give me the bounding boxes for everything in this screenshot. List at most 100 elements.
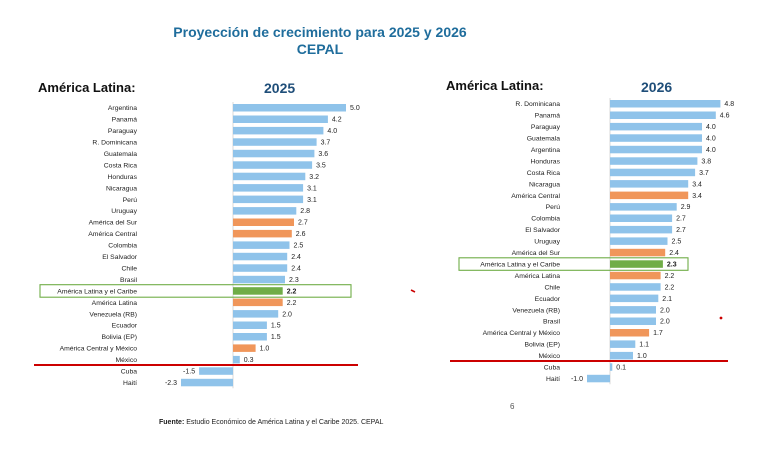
category-label-2025-guatemala: Guatemala <box>104 151 137 158</box>
category-label-2025-honduras: Honduras <box>108 174 138 181</box>
value-label-2026-haiti: -1.0 <box>571 376 583 383</box>
category-label-2025-chile: Chile <box>122 265 138 272</box>
category-label-2025-bolivia-ep: Bolivia (EP) <box>101 334 137 341</box>
value-label-2026-argentina: 4.0 <box>706 147 716 154</box>
value-label-2025-argentina: 5.0 <box>350 105 360 112</box>
source-note: Fuente: Estudio Económico de América Lat… <box>159 419 383 426</box>
category-label-2026-colombia: Colombia <box>531 216 560 223</box>
bar-2025-uruguay <box>233 207 297 215</box>
value-label-2025-haiti: -2.3 <box>165 380 177 387</box>
year-title-2026: 2026 <box>641 79 673 95</box>
value-label-2025-bolivia-ep: 1.5 <box>271 334 281 341</box>
bar-2026-el-salvador <box>610 225 673 234</box>
value-label-2026-peru: 2.9 <box>681 204 691 211</box>
value-label-2026-costa-rica: 3.7 <box>699 170 709 177</box>
bar-2025-america-latina <box>233 298 283 307</box>
category-label-2026-brasil: Brasil <box>543 319 560 326</box>
bar-2025-costa-rica <box>233 161 313 169</box>
value-label-2025-colombia: 2.5 <box>294 243 304 250</box>
value-label-2025-venezuela-rb: 2.0 <box>282 311 292 318</box>
bar-2026-america-central <box>610 191 689 200</box>
value-label-2025-r-dominicana: 3.7 <box>321 140 331 147</box>
bar-2025-bolivia-ep <box>233 333 267 341</box>
category-label-2025-brasil: Brasil <box>120 277 137 284</box>
category-label-2026-america-central: América Central <box>511 193 560 200</box>
bar-2025-guatemala <box>233 149 315 158</box>
value-label-2025-peru: 3.1 <box>307 197 317 204</box>
chart-subtitle: CEPAL <box>296 41 344 57</box>
value-label-2025-cuba: -1.5 <box>183 369 195 376</box>
bar-2026-peru <box>610 203 677 211</box>
category-label-2026-chile: Chile <box>545 284 561 291</box>
panel-label-2025: América Latina: <box>38 80 136 95</box>
category-label-2026-ecuador: Ecuador <box>535 296 561 303</box>
bar-2025-peru <box>233 195 304 204</box>
value-label-2026-honduras: 3.8 <box>701 158 711 165</box>
category-label-2025-costa-rica: Costa Rica <box>104 162 137 169</box>
annotation-mark-right <box>719 316 723 320</box>
bar-2026-america-latina-y-el-caribe <box>610 260 663 268</box>
value-label-2026-colombia: 2.7 <box>676 216 686 223</box>
bar-2025-ecuador <box>233 321 267 329</box>
value-label-2025-america-del-sur: 2.7 <box>298 220 308 227</box>
value-label-2025-ecuador: 1.5 <box>271 323 281 330</box>
category-label-2025-cuba: Cuba <box>121 369 137 376</box>
bar-2026-r-dominicana <box>610 100 721 108</box>
bar-2026-ecuador <box>610 294 659 303</box>
bar-2025-honduras <box>233 172 306 181</box>
bar-2025-america-central <box>233 229 292 238</box>
value-label-2026-paraguay: 4.0 <box>706 124 716 131</box>
category-label-2025-ecuador: Ecuador <box>112 323 138 330</box>
value-label-2025-costa-rica: 3.5 <box>316 162 326 169</box>
category-label-2025-america-latina: América Latina <box>92 300 138 307</box>
source-label: Fuente: <box>159 419 185 426</box>
value-label-2025-america-latina-y-el-caribe: 2.2 <box>287 288 297 295</box>
value-label-2025-panama: 4.2 <box>332 117 342 124</box>
highlight-box-2026 <box>458 257 689 271</box>
bar-2026-america-latina <box>610 271 661 280</box>
value-label-2026-mexico: 1.0 <box>637 353 647 360</box>
value-label-2025-america-central-y-mexico: 1.0 <box>260 346 270 353</box>
bar-2026-honduras <box>610 157 698 165</box>
value-label-2025-nicaragua: 3.1 <box>307 185 317 192</box>
bar-2026-america-central-y-mexico <box>610 329 650 337</box>
year-title-2025: 2025 <box>264 80 296 96</box>
category-label-2026-america-latina: América Latina <box>515 273 561 280</box>
category-label-2025-nicaragua: Nicaragua <box>106 185 137 192</box>
category-label-2026-guatemala: Guatemala <box>527 136 560 143</box>
bar-2026-america-del-sur <box>610 248 666 257</box>
category-label-2025-peru: Perú <box>123 197 138 204</box>
bar-2026-costa-rica <box>610 168 696 177</box>
value-label-2026-america-latina: 2.2 <box>665 273 675 280</box>
category-label-2026-costa-rica: Costa Rica <box>527 170 560 177</box>
value-label-2026-r-dominicana: 4.8 <box>724 101 734 108</box>
bar-2025-panama <box>233 115 328 123</box>
value-label-2025-mexico: 0.3 <box>244 357 254 364</box>
bar-2025-venezuela-rb <box>233 310 279 318</box>
bar-2025-nicaragua <box>233 184 304 192</box>
value-label-2025-uruguay: 2.8 <box>300 208 310 215</box>
category-label-2026-venezuela-rb: Venezuela (RB) <box>512 307 560 314</box>
bar-2025-paraguay <box>233 126 324 135</box>
category-label-2026-cuba: Cuba <box>544 365 560 372</box>
value-label-2026-venezuela-rb: 2.0 <box>660 307 670 314</box>
bar-2025-cuba <box>199 367 233 375</box>
category-label-2026-honduras: Honduras <box>531 158 561 165</box>
value-label-2026-ecuador: 2.1 <box>662 296 672 303</box>
bar-2025-r-dominicana <box>233 138 317 146</box>
annotation-mark-left <box>410 289 416 293</box>
category-label-2025-r-dominicana: R. Dominicana <box>92 140 137 147</box>
bar-2025-el-salvador <box>233 252 288 261</box>
bar-2025-america-central-y-mexico <box>233 344 256 352</box>
source-text: Estudio Económico de América Latina y el… <box>186 419 384 426</box>
bar-2025-america-latina-y-el-caribe <box>233 287 283 295</box>
category-label-2026-paraguay: Paraguay <box>531 124 561 131</box>
bar-2026-paraguay <box>610 122 702 131</box>
category-label-2026-argentina: Argentina <box>531 147 560 154</box>
category-label-2026-america-del-sur: América del Sur <box>512 250 561 257</box>
bar-2026-uruguay <box>610 237 668 245</box>
value-label-2026-el-salvador: 2.7 <box>676 227 686 234</box>
value-label-2025-honduras: 3.2 <box>309 174 319 181</box>
value-label-2026-cuba: 0.1 <box>616 365 626 372</box>
